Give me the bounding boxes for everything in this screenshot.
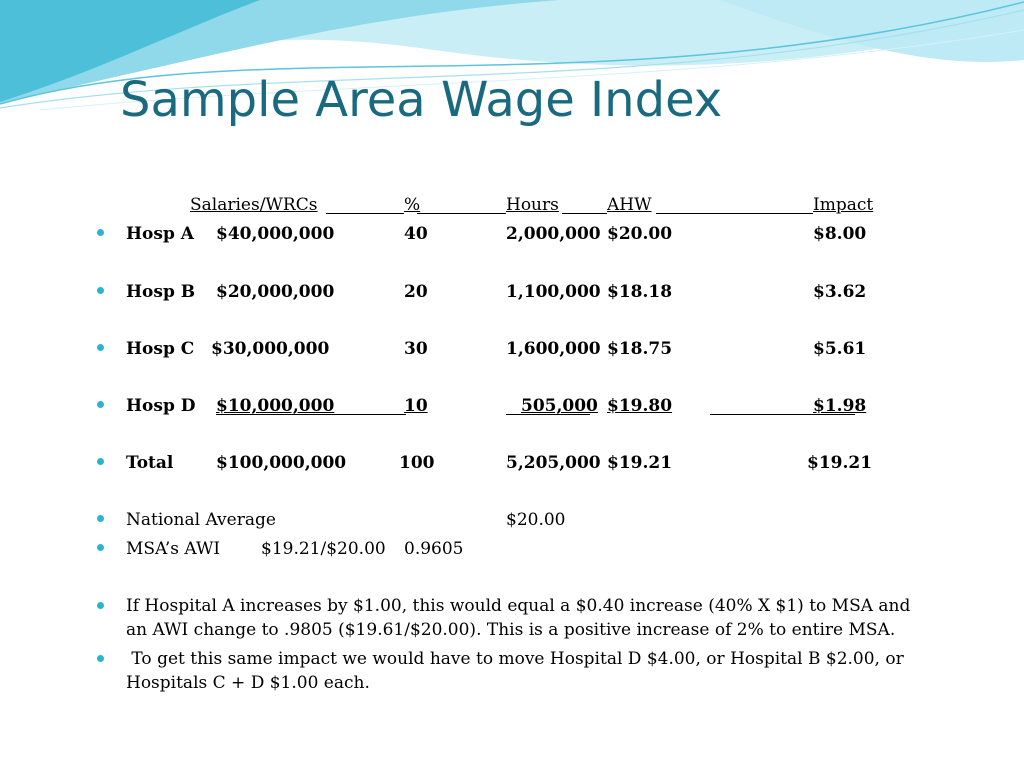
- row-ahw: $19.21: [607, 453, 673, 473]
- row-salaries: $30,000,000: [211, 339, 330, 359]
- row-hours: 5,205,000: [506, 453, 601, 473]
- bullet-icon: [97, 602, 104, 609]
- row-impact: $1.98: [813, 396, 867, 416]
- row-hours: 1,600,000: [506, 339, 601, 359]
- header-salaries: Salaries/WRCs: [190, 195, 318, 215]
- bullet-icon: [97, 344, 104, 351]
- header-underline: [656, 213, 813, 214]
- msa-awi-value: 0.9605: [404, 539, 464, 559]
- row-underline: [216, 414, 406, 415]
- msa-awi-label: MSA’s AWI: [126, 539, 221, 559]
- row-impact: $8.00: [813, 224, 867, 244]
- bullet-icon: [97, 544, 104, 551]
- wave-line-3: [39, 29, 1024, 111]
- bullet-icon: [97, 515, 104, 522]
- row-name: Hosp B: [126, 282, 196, 302]
- row-salaries: $40,000,000: [216, 224, 335, 244]
- row-ahw: $20.00: [607, 224, 673, 244]
- row-impact: $5.61: [813, 339, 867, 359]
- msa-awi-formula: $19.21/$20.00: [261, 539, 386, 559]
- header-underline: [326, 213, 404, 214]
- note-paragraph: To get this same impact we would have to…: [126, 649, 910, 693]
- row-hours: 505,000: [521, 396, 598, 416]
- wave-line-1: [0, 1, 1024, 105]
- row-name: Hosp C: [126, 339, 195, 359]
- row-name: Hosp A: [126, 224, 194, 244]
- row-underline: [506, 414, 590, 415]
- row-underline: [710, 414, 855, 415]
- row-ahw: $19.80: [607, 396, 673, 416]
- header-impact: Impact: [813, 195, 874, 215]
- row-percent: 100: [399, 453, 435, 473]
- row-salaries: $10,000,000: [216, 396, 335, 416]
- bullet-icon: [97, 655, 104, 662]
- row-hours: 2,000,000: [506, 224, 601, 244]
- bullet-icon: [97, 458, 104, 465]
- row-impact: $19.21: [807, 453, 873, 473]
- row-hours: 1,100,000: [506, 282, 601, 302]
- row-percent: 30: [404, 339, 428, 359]
- header-underline: [562, 213, 607, 214]
- bullet-icon: [97, 229, 104, 236]
- header-underline: [417, 213, 506, 214]
- row-salaries: $100,000,000: [216, 453, 347, 473]
- bullet-icon: [97, 401, 104, 408]
- row-salaries: $20,000,000: [216, 282, 335, 302]
- row-name: Total: [126, 453, 174, 473]
- row-ahw: $18.75: [607, 339, 673, 359]
- national-average-value: $20.00: [506, 510, 566, 530]
- header-ahw: AHW: [607, 195, 652, 215]
- row-percent: 20: [404, 282, 428, 302]
- wave-band-dark: [0, 0, 260, 102]
- row-name: Hosp D: [126, 396, 196, 416]
- national-average-label: National Average: [126, 510, 276, 530]
- row-impact: $3.62: [813, 282, 867, 302]
- note-paragraph: If Hospital A increases by $1.00, this w…: [126, 596, 911, 640]
- wave-line-2: [0, 9, 1024, 109]
- row-percent: 40: [404, 224, 428, 244]
- slide-title: Sample Area Wage Index: [120, 72, 723, 128]
- row-ahw: $18.18: [607, 282, 673, 302]
- row-percent: 10: [404, 396, 428, 416]
- header-hours: Hours: [506, 195, 559, 215]
- wave-band-right: [720, 0, 1024, 62]
- bullet-icon: [97, 287, 104, 294]
- header-wave-decoration: [0, 0, 1024, 111]
- header-percent: %: [404, 195, 421, 215]
